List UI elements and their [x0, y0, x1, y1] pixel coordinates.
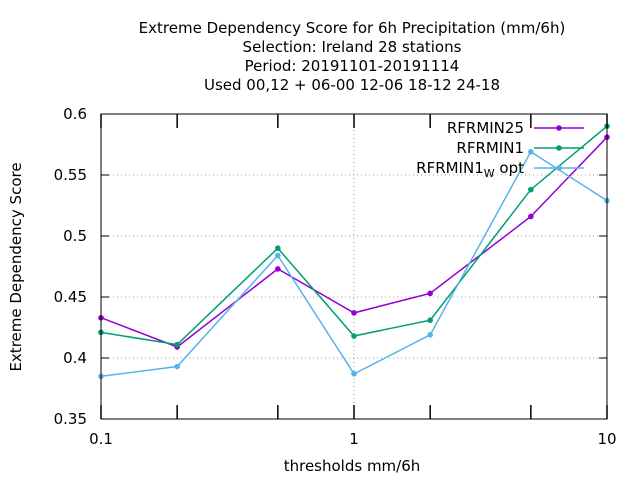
y-tick-label: 0.55: [54, 166, 87, 184]
x-tick-label: 1: [349, 430, 359, 448]
x-tick-label: 0.1: [89, 430, 113, 448]
data-point: [351, 310, 357, 316]
legend-marker: [556, 165, 562, 171]
data-point: [427, 317, 433, 323]
y-tick-label: 0.4: [63, 349, 87, 367]
data-point: [528, 186, 534, 193]
data-point: [174, 363, 180, 370]
legend-label-2: RFRMIN1: [456, 139, 524, 157]
data-point: [351, 371, 357, 377]
data-point: [427, 332, 433, 338]
data-point: [528, 213, 534, 220]
title-line-1: Extreme Dependency Score for 6h Precipit…: [139, 19, 566, 37]
data-point: [275, 245, 281, 251]
legend-label-tail: opt: [495, 159, 524, 177]
data-point: [351, 333, 357, 339]
y-tick-label: 0.35: [54, 410, 87, 428]
title-line-2: Selection: Ireland 28 stations: [243, 38, 462, 56]
axis-ticks: 0.35 0.4 0.45 0.5 0.55 0.6 0.1 1 10: [54, 105, 617, 448]
x-axis-label: thresholds mm/6h: [284, 457, 421, 475]
legend-marker: [556, 145, 562, 151]
title-line-3: Period: 20191101-20191114: [245, 57, 460, 75]
legend-label-subscript: W: [484, 167, 495, 180]
y-tick-label: 0.5: [63, 227, 87, 245]
legend: RFRMIN25 RFRMIN1 RFRMIN1W opt: [416, 119, 584, 180]
y-tick-label: 0.6: [63, 105, 87, 123]
legend-marker: [556, 125, 562, 131]
chart-title: Extreme Dependency Score for 6h Precipit…: [139, 19, 566, 94]
legend-label-3: RFRMIN1W opt: [416, 159, 524, 180]
series-layer: [98, 123, 610, 380]
data-point: [275, 266, 281, 272]
data-point: [174, 341, 180, 348]
x-tick-label: 10: [597, 430, 616, 448]
data-point: [528, 149, 534, 155]
legend-label-1: RFRMIN25: [447, 119, 524, 137]
y-tick-label: 0.45: [54, 288, 87, 306]
title-line-4: Used 00,12 + 06-00 12-06 18-12 24-18: [204, 76, 500, 94]
data-point: [427, 290, 433, 297]
y-axis-label: Extreme Dependency Score: [7, 162, 25, 371]
data-point: [275, 252, 281, 259]
